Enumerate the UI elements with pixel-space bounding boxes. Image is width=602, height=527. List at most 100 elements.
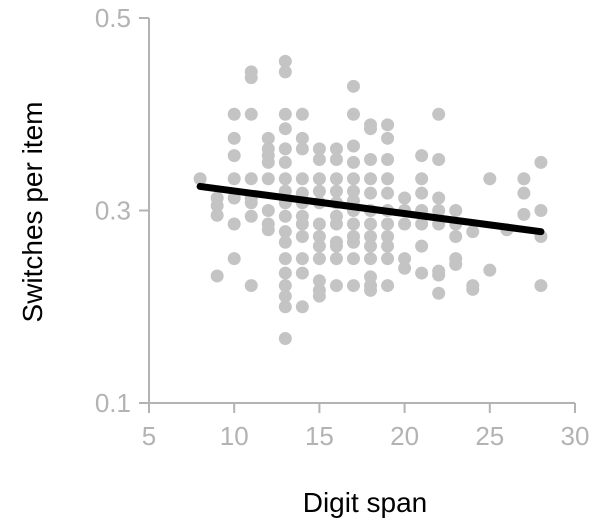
data-point bbox=[432, 204, 446, 217]
data-point bbox=[346, 172, 360, 186]
data-point bbox=[346, 217, 360, 231]
data-point bbox=[432, 286, 446, 300]
data-point bbox=[329, 142, 343, 156]
data-point bbox=[278, 122, 292, 136]
x-tick-label: 20 bbox=[390, 421, 419, 451]
data-point bbox=[244, 71, 258, 85]
data-point bbox=[432, 152, 446, 166]
data-point bbox=[278, 155, 292, 169]
data-point bbox=[517, 207, 531, 221]
data-point bbox=[329, 252, 343, 266]
data-point bbox=[364, 172, 378, 186]
data-point bbox=[261, 131, 275, 145]
data-point bbox=[278, 107, 292, 121]
data-point bbox=[278, 289, 292, 303]
data-point bbox=[295, 229, 309, 243]
data-point bbox=[381, 172, 395, 186]
data-point bbox=[210, 208, 224, 222]
data-point bbox=[381, 217, 395, 231]
data-point bbox=[227, 252, 241, 266]
data-point bbox=[329, 279, 343, 293]
data-point bbox=[364, 217, 378, 231]
data-point bbox=[244, 107, 258, 121]
data-point bbox=[398, 191, 412, 205]
x-tick-label: 15 bbox=[305, 421, 334, 451]
data-point bbox=[312, 252, 326, 266]
data-point bbox=[210, 199, 224, 213]
data-point bbox=[278, 266, 292, 280]
y-tick-label: 0.1 bbox=[95, 388, 131, 418]
data-point bbox=[346, 252, 360, 266]
data-point bbox=[227, 107, 241, 121]
data-point bbox=[278, 300, 292, 314]
x-tick-label: 10 bbox=[220, 421, 249, 451]
data-point bbox=[398, 261, 412, 275]
y-tick-label: 0.5 bbox=[95, 3, 131, 33]
data-point bbox=[346, 139, 360, 153]
data-point bbox=[346, 279, 360, 293]
data-point bbox=[295, 172, 309, 186]
data-point bbox=[278, 142, 292, 156]
data-point bbox=[193, 172, 207, 186]
data-point bbox=[381, 239, 395, 253]
data-point bbox=[449, 257, 463, 271]
data-point bbox=[295, 300, 309, 314]
data-point bbox=[312, 217, 326, 231]
data-point bbox=[346, 235, 360, 249]
data-point bbox=[432, 107, 446, 121]
data-point bbox=[466, 225, 480, 239]
x-tick-label: 30 bbox=[561, 421, 590, 451]
data-point bbox=[295, 107, 309, 121]
data-point bbox=[364, 283, 378, 297]
data-point bbox=[381, 131, 395, 145]
data-point bbox=[278, 172, 292, 186]
data-point bbox=[278, 225, 292, 239]
data-point bbox=[449, 204, 463, 217]
data-point bbox=[364, 152, 378, 166]
data-point bbox=[466, 282, 480, 296]
data-point bbox=[415, 149, 429, 163]
data-point bbox=[483, 263, 497, 277]
x-axis-label: Digit span bbox=[303, 487, 428, 518]
trend-line-group bbox=[196, 182, 545, 236]
data-point bbox=[364, 239, 378, 253]
x-tick-label: 25 bbox=[475, 421, 504, 451]
data-point bbox=[312, 289, 326, 303]
data-point bbox=[364, 186, 378, 200]
data-point bbox=[364, 252, 378, 266]
data-point bbox=[381, 186, 395, 200]
data-point bbox=[415, 186, 429, 200]
data-point bbox=[534, 204, 548, 217]
data-point bbox=[312, 152, 326, 166]
data-point bbox=[432, 191, 446, 205]
data-point bbox=[210, 269, 224, 283]
data-point bbox=[329, 184, 343, 198]
data-point bbox=[295, 252, 309, 266]
data-point bbox=[398, 252, 412, 266]
data-point bbox=[312, 184, 326, 198]
data-point bbox=[312, 274, 326, 288]
y-tick-label: 0.3 bbox=[95, 196, 131, 226]
data-point bbox=[295, 217, 309, 231]
data-point bbox=[364, 122, 378, 136]
data-points bbox=[193, 54, 548, 346]
data-point bbox=[227, 172, 241, 186]
data-point bbox=[312, 172, 326, 186]
data-point bbox=[261, 223, 275, 237]
data-point bbox=[329, 217, 343, 231]
data-point bbox=[312, 229, 326, 243]
data-point bbox=[278, 235, 292, 249]
data-point bbox=[329, 152, 343, 166]
data-point bbox=[415, 172, 429, 186]
data-point bbox=[329, 172, 343, 186]
x-tick-label: 5 bbox=[142, 421, 156, 451]
data-point bbox=[244, 209, 258, 223]
data-point bbox=[295, 142, 309, 156]
data-point bbox=[295, 131, 309, 145]
data-point bbox=[381, 252, 395, 266]
data-point bbox=[534, 279, 548, 293]
data-point bbox=[227, 217, 241, 231]
data-point bbox=[483, 172, 497, 186]
data-point bbox=[312, 142, 326, 156]
